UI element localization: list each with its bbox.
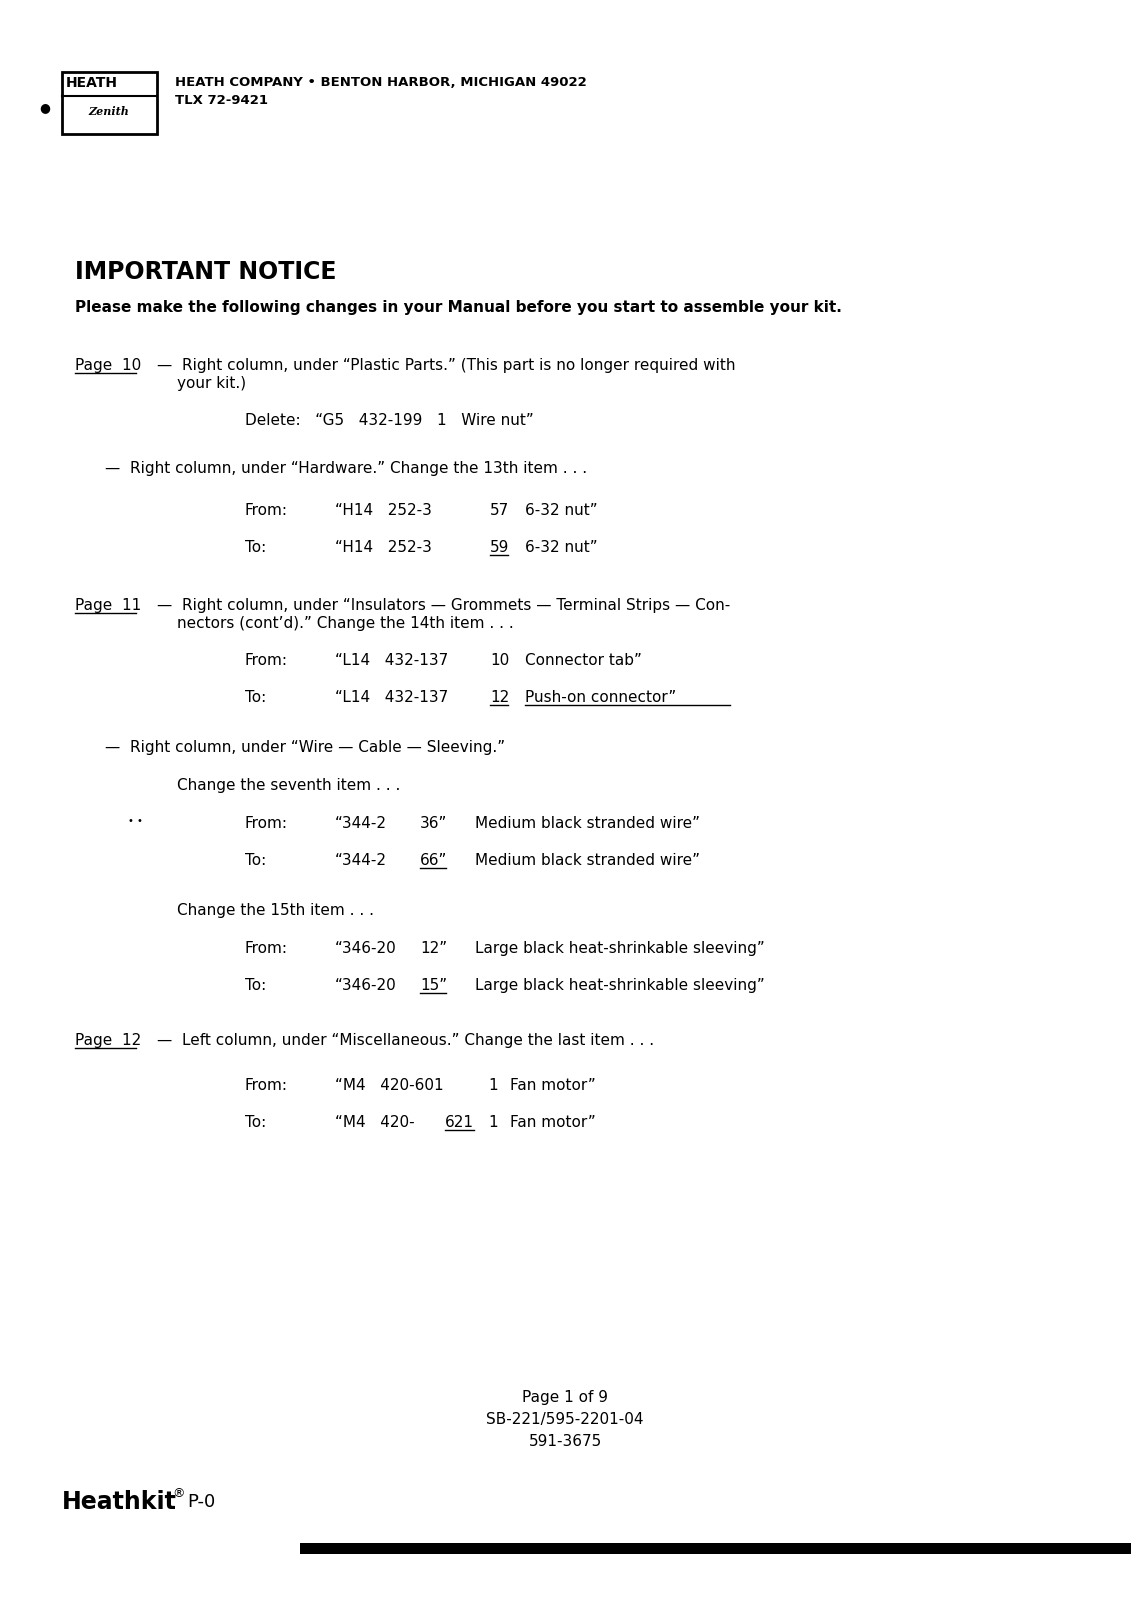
Text: To:: To: [245,1115,266,1130]
Bar [300,1542,1131,1554]
Text: • •: • • [128,816,143,826]
Text: “H14   252-3: “H14 252-3 [335,502,432,518]
Text: 621: 621 [444,1115,474,1130]
Text: 12: 12 [490,690,509,706]
Text: Delete:   “G5   432-199   1   Wire nut”: Delete: “G5 432-199 1 Wire nut” [245,413,534,427]
Text: 59: 59 [490,541,509,555]
Text: Page 1 of 9: Page 1 of 9 [523,1390,608,1405]
Text: 36”: 36” [420,816,448,830]
Text: HEATH COMPANY • BENTON HARBOR, MICHIGAN 49022: HEATH COMPANY • BENTON HARBOR, MICHIGAN … [175,75,587,90]
Text: —  Right column, under “Insulators — Grommets — Terminal Strips — Con-: — Right column, under “Insulators — Grom… [157,598,731,613]
Text: “344-2: “344-2 [335,816,387,830]
Text: 12”: 12” [420,941,447,955]
Text: P-0: P-0 [187,1493,215,1510]
Text: 6-32 nut”: 6-32 nut” [525,541,597,555]
Text: 591-3675: 591-3675 [528,1434,602,1450]
Text: 10: 10 [490,653,509,669]
Text: To:: To: [245,541,266,555]
Text: Page  12: Page 12 [75,1034,141,1048]
Text: 57: 57 [490,502,509,518]
Text: —  Right column, under “Wire — Cable — Sleeving.”: — Right column, under “Wire — Cable — Sl… [105,739,506,755]
Text: Fan motor”: Fan motor” [510,1078,596,1093]
Text: —  Right column, under “Plastic Parts.” (This part is no longer required with: — Right column, under “Plastic Parts.” (… [157,358,735,373]
Text: —  Left column, under “Miscellaneous.” Change the last item . . .: — Left column, under “Miscellaneous.” Ch… [157,1034,654,1048]
Text: 66”: 66” [420,853,448,867]
Text: “L14   432-137: “L14 432-137 [335,653,448,669]
Text: Push-on connector”: Push-on connector” [525,690,676,706]
Text: Large black heat-shrinkable sleeving”: Large black heat-shrinkable sleeving” [475,941,765,955]
Text: From:: From: [245,816,288,830]
Text: HEATH: HEATH [66,75,118,90]
Text: Please make the following changes in your Manual before you start to assemble yo: Please make the following changes in you… [75,301,841,315]
Text: Medium black stranded wire”: Medium black stranded wire” [475,853,700,867]
Text: IMPORTANT NOTICE: IMPORTANT NOTICE [75,259,337,285]
Text: ®: ® [172,1486,184,1501]
Text: Page  10: Page 10 [75,358,141,373]
Text: “M4   420-601: “M4 420-601 [335,1078,443,1093]
Text: Connector tab”: Connector tab” [525,653,642,669]
Text: Change the seventh item . . .: Change the seventh item . . . [176,778,400,794]
Text: To:: To: [245,978,266,994]
Text: 6-32 nut”: 6-32 nut” [525,502,597,518]
Text: “L14   432-137: “L14 432-137 [335,690,448,706]
Text: “346-20: “346-20 [335,941,397,955]
Text: TLX 72-9421: TLX 72-9421 [175,94,268,107]
Text: “M4   420-: “M4 420- [335,1115,415,1130]
Text: “346-20: “346-20 [335,978,397,994]
Text: To:: To: [245,690,266,706]
Text: “344-2: “344-2 [335,853,387,867]
Text: 1: 1 [487,1115,498,1130]
Text: “H14   252-3: “H14 252-3 [335,541,432,555]
Text: Page  11: Page 11 [75,598,141,613]
Text: To:: To: [245,853,266,867]
Text: Zenith: Zenith [88,106,129,117]
Text: 1: 1 [487,1078,498,1093]
Text: nectors (cont’d).” Change the 14th item . . .: nectors (cont’d).” Change the 14th item … [176,616,513,630]
Text: From:: From: [245,1078,288,1093]
Text: Change the 15th item . . .: Change the 15th item . . . [176,902,374,918]
Text: Medium black stranded wire”: Medium black stranded wire” [475,816,700,830]
Text: From:: From: [245,653,288,669]
Text: your kit.): your kit.) [176,376,247,390]
Text: Fan motor”: Fan motor” [510,1115,596,1130]
Text: From:: From: [245,941,288,955]
Bar [62,72,157,134]
Text: Heathkit: Heathkit [62,1490,176,1514]
Text: From:: From: [245,502,288,518]
Text: Large black heat-shrinkable sleeving”: Large black heat-shrinkable sleeving” [475,978,765,994]
Text: —  Right column, under “Hardware.” Change the 13th item . . .: — Right column, under “Hardware.” Change… [105,461,587,477]
Text: 15”: 15” [420,978,447,994]
Text: ●: ● [40,101,51,115]
Text: SB-221/595-2201-04: SB-221/595-2201-04 [486,1411,644,1427]
